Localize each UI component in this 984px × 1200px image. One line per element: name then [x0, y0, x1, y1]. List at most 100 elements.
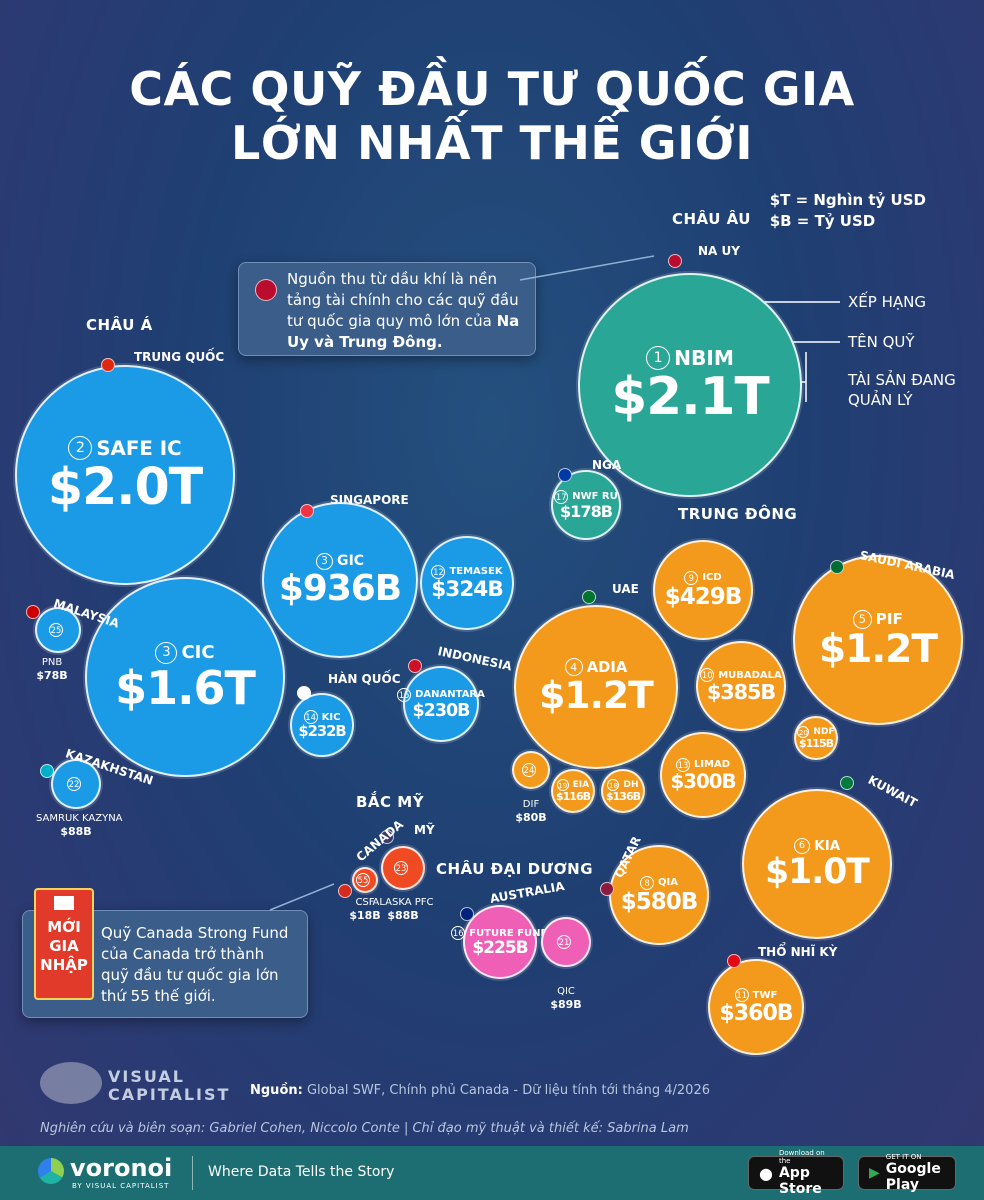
bubble-pif: 5 PIF $1.2T	[793, 555, 963, 725]
country-flag-icon	[727, 954, 741, 968]
fund-value: $1.0T	[765, 852, 870, 893]
fund-name-row: 20 NDF	[797, 726, 835, 739]
country-flag-icon	[338, 884, 352, 898]
annotation-fund-name: TÊN QUỸ	[848, 333, 915, 351]
country-flag-icon	[297, 686, 311, 700]
country-flag-icon	[830, 560, 844, 574]
fund-name-row: 16 FUTURE FUND	[451, 926, 549, 941]
fund-name: GIC	[337, 553, 365, 570]
fund-name: DANANTARA	[415, 689, 485, 701]
annotation-rank: XẾP HẠNG	[848, 293, 926, 311]
fund-value: $88B	[387, 909, 419, 922]
fund-value: $230B	[412, 700, 471, 721]
fund-value: $89B	[550, 998, 582, 1011]
fund-name: FUTURE FUND	[469, 927, 549, 939]
country-label: NA UY	[698, 244, 740, 258]
visual-capitalist-logo-icon	[40, 1062, 102, 1104]
credits: Nghiên cứu và biên soạn: Gabriel Cohen, …	[40, 1121, 689, 1136]
fund-name: LIMAD	[693, 759, 731, 771]
unit-trillion: $T = Nghìn tỷ USD	[769, 191, 926, 209]
rank-badge: 3	[315, 552, 334, 570]
fund-name: TWF	[752, 989, 778, 1001]
unit-legend: $T = Nghìn tỷ USD $B = Tỷ USD	[770, 190, 926, 232]
fund-name-row: 14 KIC	[303, 710, 340, 725]
fund-name: NWF RU	[572, 491, 618, 503]
country-flag-icon	[380, 830, 394, 844]
fund-name-row: 6 KIA	[793, 837, 840, 855]
rank-badge: 17	[554, 489, 569, 504]
country-label: THỔ NHĨ KỲ	[758, 945, 838, 959]
bubble-future-fund: 16 FUTURE FUND $225B	[451, 905, 549, 979]
oil-callout-bold: Na Uy và Trung Đông.	[287, 312, 520, 351]
bubble-dh: 18 DH $136B	[601, 769, 645, 813]
rank-badge: 24	[522, 763, 536, 777]
title-line-1: CÁC QUỸ ĐẦU TƯ QUỐC GIA	[129, 62, 855, 116]
fund-external-label: CSF $18B	[325, 896, 405, 922]
rank-badge: 11	[734, 988, 749, 1003]
fund-name-row: 18 DH	[607, 779, 639, 792]
fund-value: $385B	[706, 680, 776, 705]
new-member-text: Quỹ Canada Strong Fund của Canada trở th…	[101, 924, 289, 1005]
fund-name-row: 21	[557, 935, 575, 949]
fund-name-row: 8 QIA	[640, 875, 678, 890]
bubble-alaska-pfc: 23	[381, 846, 425, 890]
bubble-safe-ic: 2 SAFE IC $2.0T	[15, 365, 235, 585]
bubble-icd: 9 ICD $429B	[653, 540, 753, 640]
country-flag-icon	[582, 590, 596, 604]
country-label: SINGAPORE	[330, 493, 409, 507]
bubble-kic: 14 KIC $232B	[290, 693, 354, 757]
fund-name-row: 13 LIMAD	[675, 757, 731, 772]
bubble-mubadala: 10 MUBADALA $385B	[696, 641, 786, 731]
bubble-qia: 8 QIA $580B	[609, 845, 709, 945]
app-store-small: Download on the	[778, 1149, 825, 1165]
country-label: UAE	[612, 582, 639, 596]
rank-badge: 2	[68, 436, 93, 461]
fund-external-label: PNB $78B	[12, 656, 92, 682]
bubble-cic: 3 CIC $1.6T	[85, 577, 285, 777]
source-line: Nguồn: Global SWF, Chính phủ Canada - Dữ…	[250, 1083, 710, 1098]
visual-capitalist-wordmark: VISUAL CAPITALIST	[108, 1068, 230, 1104]
rank-badge: 15	[397, 687, 412, 702]
fund-name: NBIM	[674, 345, 734, 370]
fund-name-row: 19 EIA	[556, 779, 589, 792]
fund-name: SAFE IC	[96, 436, 182, 460]
fund-external-label: ALASKA PFC $88B	[363, 896, 443, 922]
rank-badge: 18	[607, 779, 620, 792]
fund-value: $1.6T	[115, 660, 256, 715]
fund-value: $116B	[556, 790, 591, 804]
bubble-kia: 6 KIA $1.0T	[742, 789, 892, 939]
bubble-dif: 24	[512, 751, 550, 789]
fund-name-row: 10 MUBADALA	[700, 668, 782, 683]
fund-value: $936B	[278, 567, 402, 609]
rank-badge: 13	[675, 757, 690, 772]
fund-name: DH	[623, 780, 639, 791]
badge-line-1: MỚI	[47, 918, 81, 936]
app-store-button[interactable]: ● Download on the App Store	[748, 1149, 844, 1197]
fund-name-row: 24	[522, 763, 540, 777]
rank-badge: 25	[49, 623, 63, 637]
country-flag-icon	[558, 468, 572, 482]
rank-badge: 22	[67, 777, 81, 791]
app-store-label: App Store	[778, 1165, 822, 1197]
fund-name-row: 9 ICD	[684, 570, 722, 585]
fund-value: $1.2T	[818, 626, 938, 672]
canada-flag-icon	[54, 896, 74, 910]
oil-callout: Nguồn thu từ dầu khí là nền tảng tài chí…	[238, 262, 536, 356]
google-play-label: Google Play	[885, 1161, 941, 1193]
fund-external-label: DIF $80B	[491, 798, 571, 824]
rank-badge: 1	[646, 345, 671, 370]
google-play-button[interactable]: ▶ GET IT ON Google Play	[858, 1153, 956, 1193]
title-line-2: LỚN NHẤT THẾ GIỚI	[231, 116, 753, 170]
bubble-adia: 4 ADIA $1.2T	[514, 605, 678, 769]
voronoi-wordmark[interactable]: voronoi	[70, 1154, 173, 1182]
oil-callout-text: Nguồn thu từ dầu khí là nền tảng tài chí…	[287, 270, 519, 330]
badge-line-2: GIA	[49, 937, 79, 955]
fund-value: $225B	[472, 938, 528, 959]
fund-name: QIA	[658, 877, 678, 889]
unit-billion: $B = Tỷ USD	[769, 212, 876, 230]
bubble-pnb: 25	[35, 607, 81, 653]
fund-value: $18B	[349, 909, 381, 922]
rank-badge: 14	[303, 710, 318, 725]
fund-name: PIF	[875, 610, 904, 629]
region-oceania: CHÂU ĐẠI DƯƠNG	[436, 860, 594, 878]
